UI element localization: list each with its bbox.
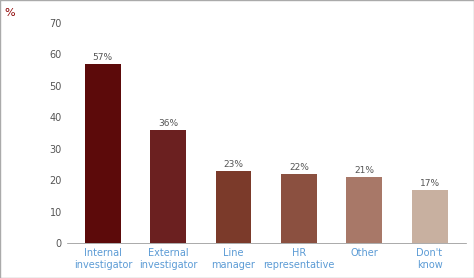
Text: 21%: 21% xyxy=(354,167,374,175)
Text: 57%: 57% xyxy=(93,53,113,62)
Text: 36%: 36% xyxy=(158,119,178,128)
Bar xyxy=(411,190,447,243)
Bar xyxy=(216,171,252,243)
Text: 17%: 17% xyxy=(419,179,439,188)
Text: %: % xyxy=(4,8,15,18)
Text: 23%: 23% xyxy=(224,160,244,169)
Bar xyxy=(85,64,121,243)
Text: 22%: 22% xyxy=(289,163,309,172)
Bar xyxy=(346,177,382,243)
Bar xyxy=(150,130,186,243)
Bar xyxy=(281,174,317,243)
